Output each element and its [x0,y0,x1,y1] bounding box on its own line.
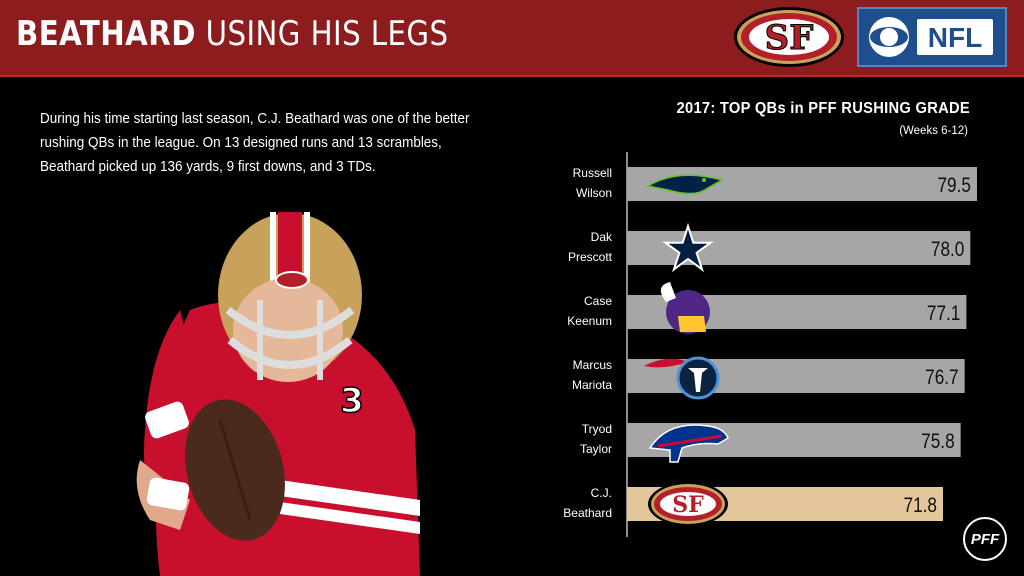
49ers-logo-icon: SF [734,7,844,67]
bar-case-keenum [627,295,967,329]
qb-name-line: Dak [590,230,612,244]
qb-name-label: Tryod Taylor [502,419,612,459]
bar-tryod-taylor [627,423,961,457]
cbs-nfl-logo: NFL [857,7,1007,67]
bar-value-label: 78.0 [931,239,965,262]
qb-name-line: Keenum [567,314,612,328]
qb-name-line: Tryod [581,422,612,436]
pff-watermark-icon: PFF [963,517,1007,561]
vikings-icon [660,282,710,334]
description-text: During his time starting last season, C.… [40,111,470,175]
svg-text:SF: SF [672,492,704,518]
qb-name-line: Prescott [567,250,612,264]
bar-marcus-mariota [627,359,965,393]
qb-name-line: C.J. [590,486,612,500]
qb-name-label: Russell Wilson [502,163,612,203]
qb-name-label: Marcus Mariota [502,355,612,395]
bar-value-label: 71.8 [903,495,937,518]
bar-dak-prescott [627,231,971,265]
player-photo: 3 [136,212,420,576]
svg-text:SF: SF [765,18,814,58]
bills-icon [648,424,729,463]
qb-name-label: Case Keenum [502,291,612,331]
qb-name-line: Case [583,294,612,308]
49ers-icon: SF [648,482,728,526]
svg-text:NFL: NFL [928,22,982,53]
qb-name-label: C.J. Beathard [502,483,612,523]
qb-name-line: Wilson [575,186,612,200]
cbs-eye-icon: NFL [869,17,993,57]
svg-text:PFF: PFF [971,531,1000,548]
bar-value-label: 75.8 [921,431,955,454]
qb-name-label: Dak Prescott [502,227,612,267]
header-bar: BEATHARD USING HIS LEGS SF NFL [0,0,1024,77]
cowboys-icon [662,222,714,273]
qb-name-line: Russell [572,166,612,180]
bar-russell-wilson [627,167,977,201]
qb-name-line: Marcus [572,358,612,372]
svg-text:3: 3 [340,381,364,421]
seahawks-icon [645,174,724,195]
bar-c-j-beathard [627,487,943,521]
titans-icon [644,356,720,400]
chart-title: 2017: TOP QBs in PFF RUSHING GRADE [676,100,970,117]
chart-subtitle: (Weeks 6-12) [899,125,968,137]
qb-name-line: Taylor [579,442,612,456]
bar-value-label: 79.5 [937,175,971,198]
qb-name-line: Mariota [571,378,612,392]
bar-value-label: 77.1 [927,303,961,326]
qb-name-line: Beathard [563,506,612,520]
bar-value-label: 76.7 [925,367,959,390]
page-title: BEATHARD USING HIS LEGS [16,14,449,54]
